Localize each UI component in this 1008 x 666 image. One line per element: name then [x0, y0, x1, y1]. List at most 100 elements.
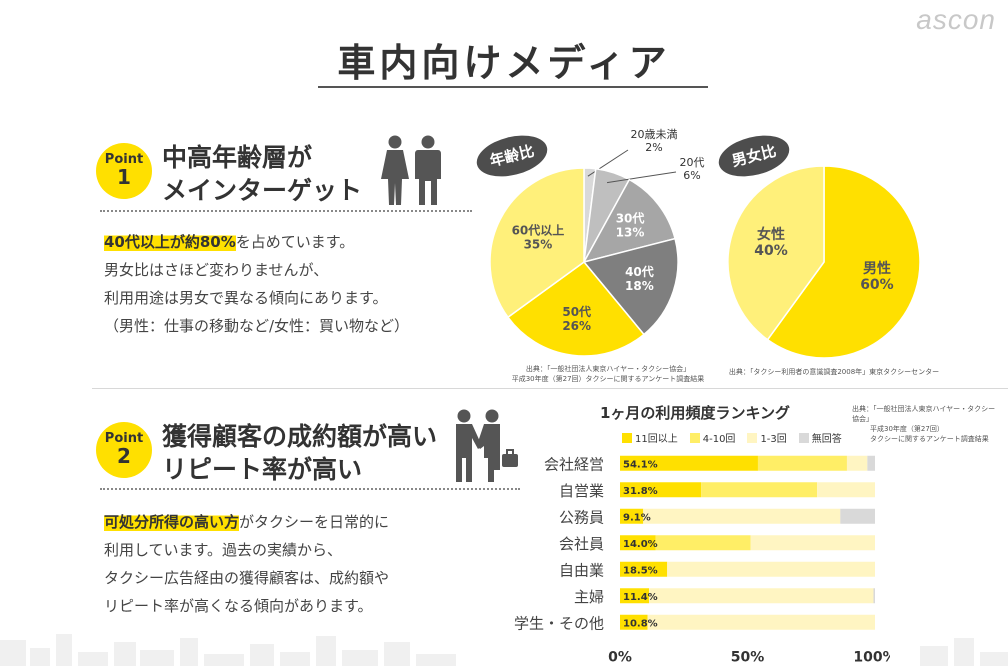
pie-label-1: 女性: [757, 226, 785, 243]
point1-heading-line2: メインターゲット: [162, 176, 363, 205]
pie-label-1: 20代: [680, 156, 705, 169]
pie-label-5: 60代以上: [512, 223, 565, 238]
bar-5-item: [873, 588, 875, 604]
ranking-bar-chart: 会社経営 54.1% 自営業 31.8% 公務員 9.1% 会社員 14.0% 自由業 18.5%…: [514, 455, 890, 663]
bar-3-11: [620, 535, 656, 551]
point2-badge-label: Point: [104, 431, 144, 446]
bar-data-label-3: 14.0%: [623, 539, 658, 550]
age-source: 出典：「一般社団法人東京ハイヤー・タクシー協会」 平成30年度（第27回）タクシ…: [486, 364, 730, 384]
point2-highlight: 可処分所得の高い方: [104, 513, 240, 531]
bar-0-4-10: [757, 455, 847, 471]
bar-4-1-3: [667, 561, 875, 577]
bar-5-11: [620, 588, 650, 604]
category-label-1: 自営業: [559, 482, 604, 500]
point2-line1: がタクシーを日常的に: [239, 513, 390, 531]
point2-heading: 獲得顧客の成約額が高い リピート率が高い: [162, 420, 437, 486]
ranking-source-line1: 出典：「一般社団法人東京ハイヤー・タクシー協会」: [852, 405, 996, 423]
pie-slice-1: [727, 165, 825, 341]
legend-swatch-2: [747, 432, 758, 443]
legend-swatch-0: [622, 432, 632, 443]
age-source-line2: 平成30年度（第27回）タクシーに関するアンケート調査結果: [511, 375, 705, 383]
title-underline: [318, 86, 708, 88]
bar-data-label-4: 18.5%: [623, 565, 658, 576]
pie-value-5: 35%: [524, 238, 553, 252]
people-icon: [381, 135, 441, 205]
point1-heading: 中高年齢層が メインターゲット: [162, 141, 362, 207]
point2-heading-line2: リピート率が高い: [162, 455, 363, 484]
section-divider: [92, 388, 1008, 389]
bar-0-1-3: [846, 455, 868, 471]
pie-slice-5: [489, 167, 585, 319]
legend-label-3: 無回答: [811, 434, 842, 445]
pie-label-0: 男性: [863, 260, 891, 277]
point2-badge-number: 2: [117, 444, 131, 468]
bar-2-item: [840, 508, 875, 524]
pie-label-3: 40代: [625, 264, 654, 279]
bar-4-11: [620, 561, 668, 577]
point1-line3: 利用用途は男女で異なる傾向にあります。: [104, 289, 388, 307]
bar-3-4-10: [655, 535, 751, 551]
age-source-line1: 出典：「一般社団法人東京ハイヤー・タクシー協会」: [525, 365, 691, 373]
category-label-0: 会社経営: [544, 455, 604, 473]
pie-slice-0: [766, 165, 921, 359]
pie-value-0: 2%: [645, 141, 662, 154]
bar-data-label-1: 31.8%: [623, 486, 658, 497]
pie-label-0: 20歳未満: [631, 128, 678, 141]
bar-1-11: [620, 482, 702, 498]
bar-5-1-3: [649, 588, 874, 604]
pie-leader-1: [606, 171, 677, 184]
pie-value-1: 40%: [754, 243, 788, 259]
point1-highlight: 40代以上が約80%: [104, 233, 236, 251]
ranking-legend: 11回以上 4-10回 1-3回 無回答: [622, 430, 842, 445]
bar-6-1-3: [647, 614, 875, 630]
legend-swatch-3: [798, 432, 809, 443]
point1-line4: （男性：仕事の移動など/女性：買い物など）: [104, 317, 410, 335]
pie-value-0: 60%: [860, 277, 894, 293]
point2-line3: タクシー広告経由の獲得顧客は、成約額や: [104, 569, 390, 587]
point1-badge: Point 1: [96, 143, 152, 199]
point2-divider: [100, 488, 520, 490]
legend-item-2: 1-3回: [747, 430, 787, 445]
point1-heading-line1: 中高年齢層が: [162, 143, 313, 172]
bar-0-11: [620, 455, 758, 471]
bar-1-1-3: [817, 482, 875, 498]
pie-label-4: 50代: [562, 304, 591, 319]
pie-value-3: 18%: [625, 279, 654, 293]
point2-badge: Point 2: [96, 422, 152, 478]
legend-item-1: 4-10回: [689, 430, 735, 445]
point1-body: 40代以上が約80%を占めています。 男女比はさほど変わりませんが、 利用用途は…: [104, 228, 409, 340]
pie-value-1: 6%: [683, 169, 700, 182]
bar-2-11: [620, 508, 644, 524]
legend-label-2: 1-3回: [760, 434, 787, 445]
point2-body: 可処分所得の高い方がタクシーを日常的に 利用しています。過去の実績から、 タクシ…: [104, 508, 389, 620]
handshake-icon: [456, 409, 518, 482]
ranking-source-line3: タクシーに関するアンケート調査結果: [870, 435, 989, 443]
bar-6-11: [620, 614, 648, 630]
bar-1-4-10: [701, 482, 818, 498]
pie-slice-3: [582, 237, 679, 336]
bar-data-label-0: 54.1%: [623, 459, 658, 470]
pie-value-4: 26%: [562, 319, 591, 333]
ranking-title: 1ヶ月の利用頻度ランキング: [600, 404, 790, 422]
legend-swatch-1: [689, 432, 700, 443]
ranking-source: 出典：「一般社団法人東京ハイヤー・タクシー協会」 平成30年度（第27回） タク…: [852, 404, 1002, 444]
city-skyline-decoration: [0, 634, 1008, 666]
bar-3-1-3: [750, 535, 875, 551]
category-label-2: 公務員: [559, 508, 604, 526]
point2-heading-line1: 獲得顧客の成約額が高い: [162, 422, 438, 451]
point1-divider: [100, 210, 472, 212]
bar-data-label-2: 9.1%: [623, 512, 651, 523]
pie-leader-0: [587, 149, 629, 177]
x-tick-1: 50%: [731, 650, 765, 663]
point2-line4: リピート率が高くなる傾向があります。: [104, 597, 373, 615]
point2-line2: 利用しています。過去の実績から、: [104, 541, 343, 559]
x-tick-2: 100%: [853, 650, 890, 663]
ranking-source-line2: 平成30年度（第27回）: [870, 425, 944, 433]
bar-0-item: [867, 455, 875, 471]
category-label-6: 学生・その他: [514, 614, 604, 632]
page-title: 車内向けメディア: [337, 41, 671, 85]
bar-data-label-6: 10.8%: [623, 618, 658, 629]
category-label-4: 自由業: [559, 561, 604, 579]
